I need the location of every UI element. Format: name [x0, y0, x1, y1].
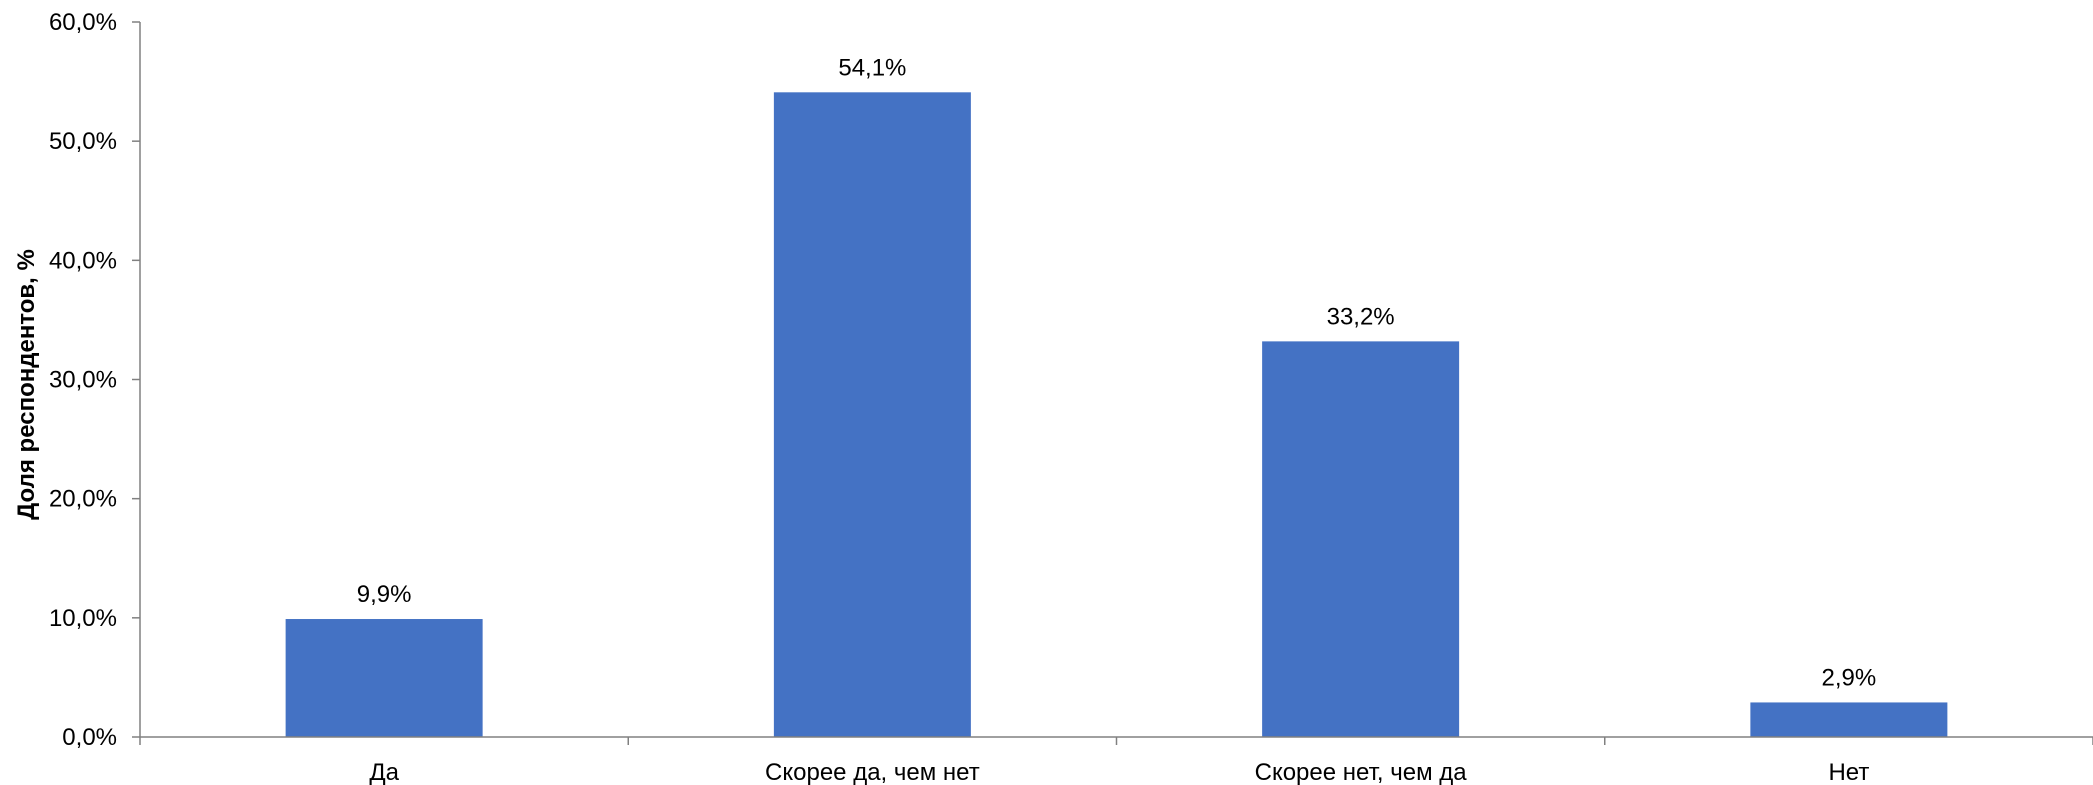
category-label: Да	[369, 759, 399, 785]
y-tick-label: 30,0%	[49, 367, 117, 394]
category-label: Скорее нет, чем да	[1255, 759, 1468, 785]
data-labels: 9,9% 54,1% 33,2% 2,9%	[357, 54, 1876, 691]
data-label: 9,9%	[357, 581, 412, 608]
bars	[285, 92, 1948, 737]
x-axis-ticks	[139, 737, 2093, 745]
bar	[1750, 702, 1948, 737]
data-label: 33,2%	[1327, 303, 1395, 330]
category-labels: Да Скорее да, чем нет Скорее нет, чем да Не…	[369, 759, 1869, 785]
y-tick-label: 20,0%	[49, 486, 117, 513]
y-tick-label: 50,0%	[49, 128, 117, 155]
category-label: Скорее да, чем нет	[765, 759, 980, 785]
y-axis-ticks: 0,0% 10,0% 20,0% 30,0% 40,0% 50,0% 60,0%	[49, 9, 140, 751]
y-tick-label: 0,0%	[62, 724, 117, 751]
y-axis-title: Доля респондентов, %	[13, 249, 40, 520]
y-tick-label: 60,0%	[49, 9, 117, 36]
bar	[1262, 341, 1460, 737]
bar	[285, 619, 483, 737]
bar	[773, 92, 971, 737]
y-tick-label: 40,0%	[49, 247, 117, 274]
y-tick-label: 10,0%	[49, 605, 117, 632]
category-label: Нет	[1828, 759, 1869, 785]
data-label: 54,1%	[838, 54, 906, 81]
data-label: 2,9%	[1822, 664, 1877, 691]
